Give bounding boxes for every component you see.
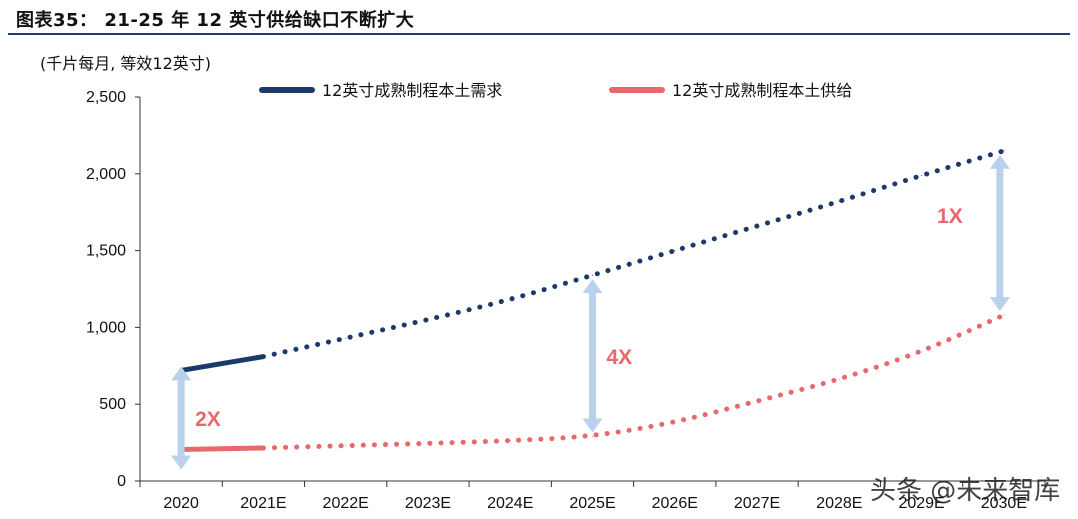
series-0-projection-line xyxy=(260,148,1007,360)
y-tick-label: 2,000 xyxy=(86,166,126,183)
y-tick-label: 500 xyxy=(99,396,126,413)
x-tick-label: 2029E xyxy=(898,495,944,512)
series-0-point xyxy=(756,225,758,227)
x-tick-label: 2022E xyxy=(323,495,369,512)
x-tick-label: 2021E xyxy=(240,495,286,512)
series-1-point xyxy=(592,435,593,437)
chart-title: 图表35： 21-25 年 12 英寸供给缺口不断扩大 xyxy=(16,10,415,31)
gap-annotation-label: 2X xyxy=(195,408,221,431)
legend-label: 12英寸成熟制程本土供给 xyxy=(672,81,852,100)
series-0-point xyxy=(838,200,840,202)
series-1-point xyxy=(921,351,923,353)
gap-arrow-head-bottom xyxy=(582,418,603,433)
x-tick-label: 2027E xyxy=(734,495,780,512)
series-0-point xyxy=(921,174,923,176)
y-tick-label: 2,500 xyxy=(86,89,126,106)
y-tick-label: 1,000 xyxy=(86,319,126,336)
series-0-point xyxy=(345,337,347,339)
y-tick-label: 1,500 xyxy=(86,243,126,260)
title-bar: 图表35： 21-25 年 12 英寸供给缺口不断扩大 xyxy=(0,0,1078,35)
series-1-point xyxy=(756,400,758,402)
x-tick-label: 2028E xyxy=(816,495,862,512)
series-1-point xyxy=(838,379,840,381)
series-0-point xyxy=(674,250,676,252)
series-1-point xyxy=(427,442,429,444)
series-1-point xyxy=(509,440,511,442)
x-tick-label: 2025E xyxy=(569,495,615,512)
series-0-point xyxy=(592,274,593,276)
series-0-point xyxy=(509,299,511,301)
gap-arrow-head-bottom xyxy=(989,297,1010,312)
gap-arrow-head-top xyxy=(171,366,192,381)
unit-label: (千片每月, 等效12英寸) xyxy=(40,54,212,73)
legend-label: 12英寸成熟制程本土需求 xyxy=(322,81,502,100)
gap-arrow-head-bottom xyxy=(171,455,192,470)
gap-arrow-head-top xyxy=(582,279,603,294)
series-0-actual-segment xyxy=(180,354,264,373)
series-1-point xyxy=(1003,314,1005,316)
watermark: 头条 @未来智库 xyxy=(870,476,1061,506)
title-underline xyxy=(8,33,1070,35)
x-tick-label: 2020 xyxy=(163,495,199,512)
gap-arrow-head-top xyxy=(989,154,1010,169)
series-1-point xyxy=(345,445,347,447)
series-1-projection-line xyxy=(260,312,1007,451)
series-1-point xyxy=(262,447,264,449)
x-tick-label: 2030E xyxy=(981,495,1027,512)
x-tick-label: 2024E xyxy=(487,495,533,512)
series-1-actual-segment xyxy=(181,445,264,453)
series-1-point xyxy=(674,422,676,424)
y-tick-label: 0 xyxy=(117,473,126,490)
series-0-point xyxy=(1003,150,1005,152)
series-0-point xyxy=(262,356,264,358)
gap-annotation-label: 1X xyxy=(937,205,963,228)
x-tick-label: 2023E xyxy=(405,495,451,512)
x-tick-label: 2026E xyxy=(652,495,698,512)
gap-annotation-label: 4X xyxy=(607,346,633,369)
series-0-point xyxy=(427,319,429,321)
